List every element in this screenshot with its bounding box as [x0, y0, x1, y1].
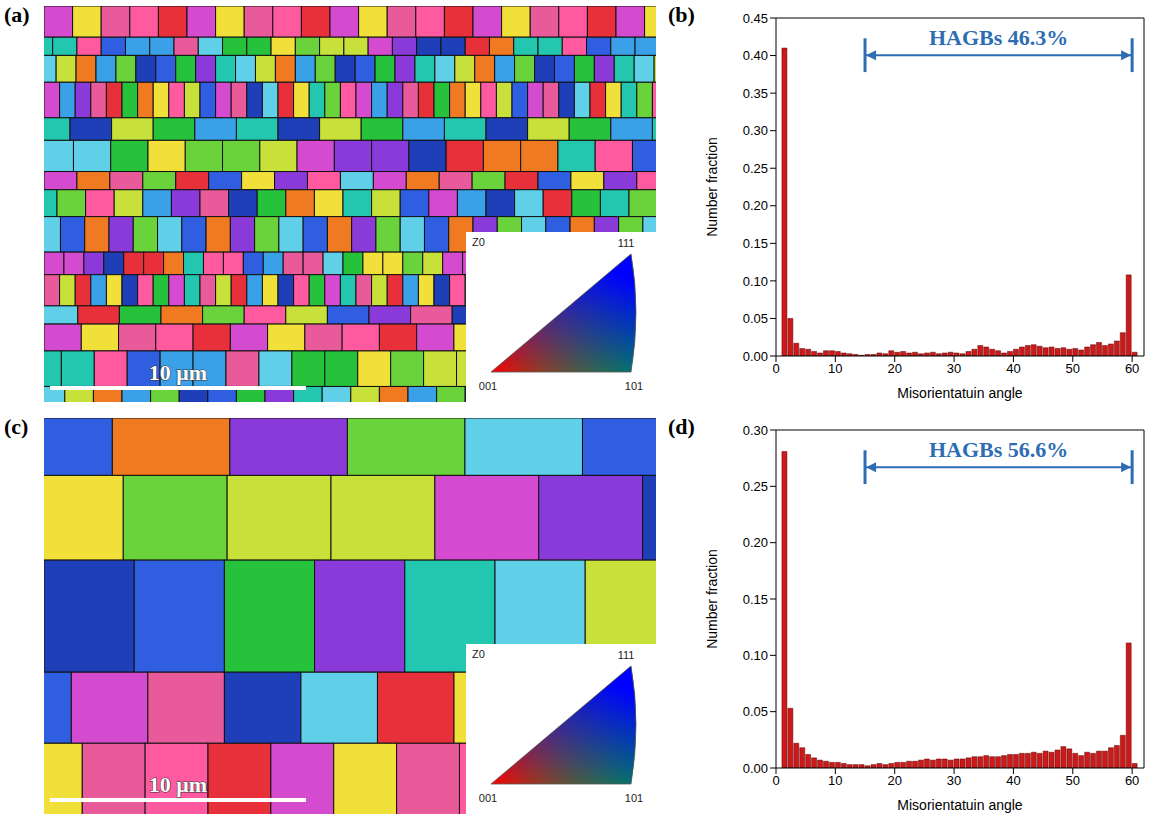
- svg-text:Misorientatuin angle: Misorientatuin angle: [897, 797, 1023, 813]
- svg-text:Z0: Z0: [472, 648, 485, 660]
- svg-text:40: 40: [1006, 773, 1020, 788]
- svg-text:0.10: 0.10: [743, 648, 768, 663]
- svg-text:111: 111: [618, 237, 635, 249]
- svg-text:30: 30: [947, 361, 961, 376]
- svg-text:20: 20: [887, 773, 901, 788]
- svg-text:0.00: 0.00: [743, 349, 768, 364]
- svg-text:111: 111: [618, 649, 635, 661]
- svg-text:0.05: 0.05: [743, 311, 768, 326]
- html-text:(b): (b): [668, 2, 695, 27]
- html-text:(d): (d): [668, 414, 695, 439]
- svg-text:10: 10: [828, 361, 842, 376]
- svg-text:60: 60: [1125, 361, 1139, 376]
- svg-text:HAGBs 56.6%: HAGBs 56.6%: [929, 437, 1068, 462]
- svg-text:Number fraction: Number fraction: [704, 137, 720, 237]
- svg-text:101: 101: [625, 792, 643, 804]
- svg-text:60: 60: [1125, 773, 1139, 788]
- svg-text:0.05: 0.05: [743, 704, 768, 719]
- html-text:(c): (c): [4, 414, 29, 439]
- svg-text:30: 30: [947, 773, 961, 788]
- svg-text:001: 001: [479, 380, 497, 392]
- svg-text:0.00: 0.00: [743, 761, 768, 776]
- svg-text:0.10: 0.10: [743, 274, 768, 289]
- svg-text:0.30: 0.30: [743, 123, 768, 138]
- svg-text:Misorientatuin angle: Misorientatuin angle: [897, 385, 1023, 401]
- svg-text:0.40: 0.40: [743, 48, 768, 63]
- svg-text:Number fraction: Number fraction: [704, 549, 720, 649]
- svg-text:10 μm: 10 μm: [149, 772, 207, 797]
- svg-text:0: 0: [772, 361, 779, 376]
- html-text:(a): (a): [4, 2, 30, 27]
- svg-text:50: 50: [1066, 361, 1080, 376]
- svg-text:10: 10: [828, 773, 842, 788]
- svg-text:10 μm: 10 μm: [149, 360, 207, 385]
- svg-text:40: 40: [1006, 361, 1020, 376]
- svg-text:0.15: 0.15: [743, 592, 768, 607]
- svg-text:0.20: 0.20: [743, 198, 768, 213]
- svg-text:0.30: 0.30: [743, 423, 768, 438]
- svg-text:Z0: Z0: [472, 236, 485, 248]
- svg-text:0: 0: [772, 773, 779, 788]
- svg-text:50: 50: [1066, 773, 1080, 788]
- svg-text:0.45: 0.45: [743, 11, 768, 26]
- svg-text:0.25: 0.25: [743, 161, 768, 176]
- svg-text:0.35: 0.35: [743, 86, 768, 101]
- svg-text:101: 101: [625, 380, 643, 392]
- svg-text:20: 20: [887, 361, 901, 376]
- svg-text:HAGBs 46.3%: HAGBs 46.3%: [929, 25, 1068, 50]
- svg-text:0.25: 0.25: [743, 479, 768, 494]
- svg-text:0.15: 0.15: [743, 236, 768, 251]
- svg-text:0.20: 0.20: [743, 535, 768, 550]
- svg-text:001: 001: [479, 792, 497, 804]
